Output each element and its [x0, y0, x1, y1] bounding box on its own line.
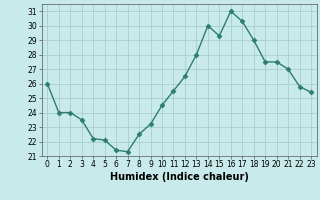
- X-axis label: Humidex (Indice chaleur): Humidex (Indice chaleur): [110, 172, 249, 182]
